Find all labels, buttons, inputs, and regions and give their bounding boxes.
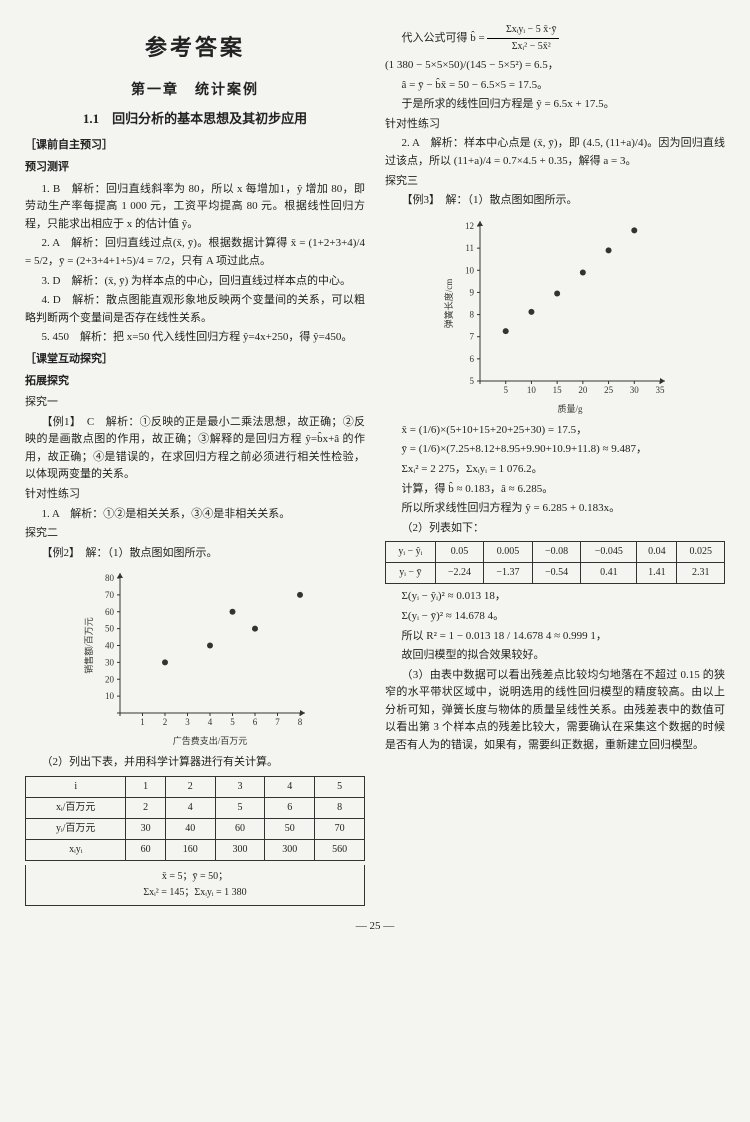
target1-label: 针对性练习 (25, 486, 365, 504)
svg-text:质量/g: 质量/g (557, 403, 583, 414)
svg-text:20: 20 (105, 675, 115, 685)
svg-text:9: 9 (470, 287, 475, 297)
svg-text:2: 2 (163, 717, 168, 727)
explore3-label: 探究三 (385, 173, 725, 191)
svg-text:弹簧长度/cm: 弹簧长度/cm (443, 279, 454, 329)
calc-sum: Σxᵢ² = 2 275，Σxᵢyᵢ = 1 076.2。 (385, 461, 725, 479)
scatter-chart-2: 5 10 15 20 25 30 35 5 6 7 8 9 10 11 12 质量/g 弹簧长度/cm (440, 216, 670, 416)
svg-text:7: 7 (275, 717, 280, 727)
target2-label: 针对性练习 (385, 116, 725, 134)
svg-text:80: 80 (105, 573, 115, 583)
frac-num: Σxᵢyᵢ − 5 x̄·ȳ (487, 22, 558, 39)
svg-text:20: 20 (578, 385, 588, 395)
left-column: 参考答案 第一章 统计案例 1.1 回归分析的基本思想及其初步应用 ［课前自主预… (25, 20, 365, 906)
explore2-label: 探究二 (25, 525, 365, 543)
table2: yᵢ − ŷᵢ0.050.005−0.08−0.0450.040.025yᵢ −… (385, 541, 725, 584)
svg-text:30: 30 (105, 658, 115, 668)
b-hat-fraction: Σxᵢyᵢ − 5 x̄·ȳ Σxᵢ² − 5x̄² (487, 22, 558, 55)
intro-formula: 代入公式可得 b̂ = Σxᵢyᵢ − 5 x̄·ȳ Σxᵢ² − 5x̄² (385, 22, 725, 55)
calc3: 于是所求的线性回归方程是 ŷ = 6.5x + 17.5。 (385, 96, 725, 114)
calc-eq: 所以所求线性回归方程为 ŷ = 6.285 + 0.183x。 (385, 500, 725, 518)
part2-label: （2）列表如下： (385, 520, 725, 538)
r2: 所以 R² = 1 − 0.013 18 / 14.678 4 ≈ 0.999 … (385, 628, 725, 646)
svg-text:1: 1 (140, 717, 145, 727)
svg-text:8: 8 (470, 309, 475, 319)
table1-summary: x̄ = 5；ȳ = 50； Σxᵢ² = 145；Σxᵢyᵢ = 1 380 (25, 865, 365, 906)
svg-text:4: 4 (208, 717, 213, 727)
page-number: — 25 — (25, 918, 725, 936)
calc2: â = ȳ − b̂x̄ = 50 − 6.5×5 = 17.5。 (385, 77, 725, 95)
fit: 故回归模型的拟合效果较好。 (385, 647, 725, 665)
svg-text:6: 6 (253, 717, 258, 727)
table1: i12345 xᵢ/百万元24568yᵢ/百万元3040605070xᵢyᵢ60… (25, 776, 365, 861)
sum2: Σxᵢ² = 145；Σxᵢyᵢ = 1 380 (143, 887, 246, 898)
example2-part2: （2）列出下表，并用科学计算器进行有关计算。 (25, 754, 365, 772)
right-column: 代入公式可得 b̂ = Σxᵢyᵢ − 5 x̄·ȳ Σxᵢ² − 5x̄² (… (385, 20, 725, 906)
svg-text:35: 35 (656, 385, 666, 395)
sumsq1: Σ(yᵢ − ŷᵢ)² ≈ 0.013 18， (385, 588, 725, 606)
svg-text:10: 10 (465, 265, 475, 275)
frac-den: Σxᵢ² − 5x̄² (487, 39, 558, 55)
q1: 1. B 解析：回归直线斜率为 80，所以 x 每增加1，ŷ 增加 80，即劳动… (25, 181, 365, 234)
q4: 4. D 解析：散点图能直观形象地反映两个变量间的关系，可以粗略判断两个变量间是… (25, 292, 365, 327)
calc1: (1 380 − 5×5×50)/(145 − 5×5²) = 6.5， (385, 57, 725, 75)
classroom-label: ［课堂互动探究］ (25, 351, 365, 369)
main-title: 参考答案 (25, 30, 365, 65)
svg-text:5: 5 (470, 376, 475, 386)
svg-text:70: 70 (105, 590, 115, 600)
part3: （3）由表中数据可以看出残差点比较均匀地落在不超过 0.15 的狭窄的水平带状区… (385, 667, 725, 755)
svg-text:25: 25 (604, 385, 614, 395)
svg-text:8: 8 (298, 717, 303, 727)
q2: 2. A 解析：回归直线过点(x̄, ȳ)。根据数据计算得 x̄ = (1+2+… (25, 235, 365, 270)
svg-text:销售额/百万元: 销售额/百万元 (83, 618, 94, 675)
calc-y: ȳ = (1/6)×(7.25+8.12+8.95+9.90+10.9+11.8… (385, 441, 725, 459)
example3-head: 【例3】 解：（1）散点图如图所示。 (385, 192, 725, 210)
explore1-label: 探究一 (25, 394, 365, 412)
q5: 5. 450 解析：把 x=50 代入线性回归方程 ŷ=4x+250，得 ŷ=4… (25, 329, 365, 347)
svg-text:50: 50 (105, 624, 115, 634)
svg-text:7: 7 (470, 331, 475, 341)
scatter-chart-1: 1 2 3 4 5 6 7 8 10 20 30 40 50 60 70 80 广告费支出/百万元 销售额/百万元 (80, 568, 310, 748)
svg-text:15: 15 (553, 385, 563, 395)
chapter-title: 第一章 统计案例 (25, 80, 365, 102)
calc-bhat: 计算，得 b̂ ≈ 0.183，â ≈ 6.285。 (385, 481, 725, 499)
svg-text:3: 3 (185, 717, 190, 727)
svg-text:广告费支出/百万元: 广告费支出/百万元 (173, 735, 248, 746)
expand-label: 拓展探究 (25, 373, 365, 391)
t2: 2. A 解析：样本中心点是 (x̄, ȳ)，即 (4.5, (11+a)/4)… (385, 135, 725, 170)
svg-text:40: 40 (105, 641, 115, 651)
sumsq2: Σ(yᵢ − ȳ)² ≈ 14.678 4。 (385, 608, 725, 626)
svg-text:30: 30 (630, 385, 640, 395)
svg-text:5: 5 (230, 717, 235, 727)
q3: 3. D 解析：(x̄, ȳ) 为样本点的中心，回归直线过样本点的中心。 (25, 273, 365, 291)
sum1: x̄ = 5；ȳ = 50； (162, 871, 228, 882)
svg-text:11: 11 (465, 243, 474, 253)
svg-text:6: 6 (470, 354, 475, 364)
preeval-label: 预习测评 (25, 159, 365, 177)
svg-text:10: 10 (105, 692, 115, 702)
intro-text: 代入公式可得 b̂ = (402, 32, 485, 44)
t1: 1. A 解析：①②是相关关系，③④是非相关关系。 (25, 506, 365, 524)
preself-label: ［课前自主预习］ (25, 137, 365, 155)
example2-head: 【例2】 解：（1）散点图如图所示。 (25, 545, 365, 563)
svg-text:12: 12 (465, 221, 474, 231)
section-title: 1.1 回归分析的基本思想及其初步应用 (25, 109, 365, 130)
calc-x: x̄ = (1/6)×(5+10+15+20+25+30) = 17.5， (385, 422, 725, 440)
example1: 【例1】 C 解析：①反映的正是最小二乘法思想，故正确；②反映的是画散点图的作用… (25, 414, 365, 484)
svg-text:60: 60 (105, 607, 115, 617)
svg-text:5: 5 (503, 385, 508, 395)
svg-text:10: 10 (527, 385, 537, 395)
